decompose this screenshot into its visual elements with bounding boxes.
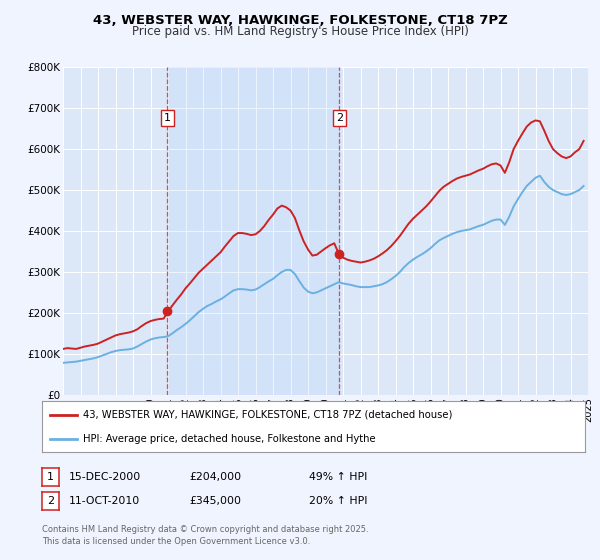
Text: 20% ↑ HPI: 20% ↑ HPI [309,496,367,506]
Text: 1: 1 [164,113,171,123]
Text: Price paid vs. HM Land Registry's House Price Index (HPI): Price paid vs. HM Land Registry's House … [131,25,469,38]
Text: 49% ↑ HPI: 49% ↑ HPI [309,472,367,482]
Text: 43, WEBSTER WAY, HAWKINGE, FOLKESTONE, CT18 7PZ: 43, WEBSTER WAY, HAWKINGE, FOLKESTONE, C… [92,14,508,27]
Text: HPI: Average price, detached house, Folkestone and Hythe: HPI: Average price, detached house, Folk… [83,433,376,444]
Text: 1: 1 [47,472,54,482]
Text: £345,000: £345,000 [189,496,241,506]
Text: 15-DEC-2000: 15-DEC-2000 [69,472,141,482]
Text: Contains HM Land Registry data © Crown copyright and database right 2025.
This d: Contains HM Land Registry data © Crown c… [42,525,368,546]
Bar [167,67,340,395]
Text: 2: 2 [47,496,54,506]
Text: £204,000: £204,000 [189,472,241,482]
Text: 43, WEBSTER WAY, HAWKINGE, FOLKESTONE, CT18 7PZ (detached house): 43, WEBSTER WAY, HAWKINGE, FOLKESTONE, C… [83,410,452,420]
Text: 11-OCT-2010: 11-OCT-2010 [69,496,140,506]
Text: 2: 2 [336,113,343,123]
